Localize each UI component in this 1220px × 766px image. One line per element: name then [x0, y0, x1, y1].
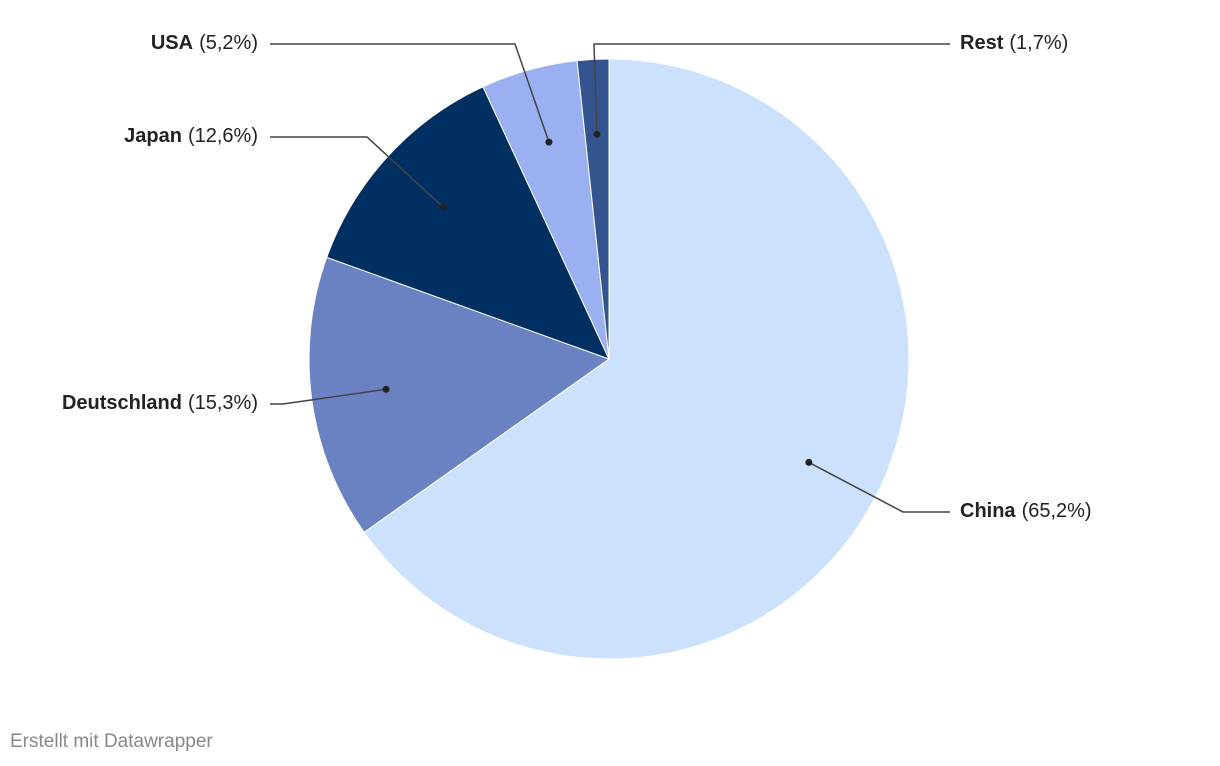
leader-line [593, 43, 950, 135]
leader-line [808, 461, 950, 513]
label-name: USA [151, 32, 193, 54]
slice-label: Rest (1,7%) [960, 32, 1068, 54]
label-name: Japan [124, 125, 182, 147]
leader-dot [545, 138, 553, 146]
leader-dot [382, 385, 390, 393]
label-value: (12,6%) [188, 125, 258, 147]
leader-line [270, 388, 387, 405]
leader-dot [439, 203, 447, 211]
slice [576, 58, 610, 360]
leader-dot [593, 130, 601, 138]
labels: China (65,2%) Deutschland (15,3%) Japan (12,6… [62, 32, 1092, 522]
label-value: (1,7%) [1009, 32, 1068, 54]
leader-line [270, 136, 444, 208]
slice-label: USA (5,2%) [151, 32, 258, 54]
label-name: Deutschland [62, 392, 182, 414]
slice-label: China (65,2%) [960, 500, 1092, 522]
label-value: (15,3%) [188, 392, 258, 414]
pie [308, 58, 910, 660]
leader-line [270, 43, 550, 143]
slice-label: Deutschland (15,3%) [62, 392, 258, 414]
label-name: Rest [960, 32, 1004, 54]
credit: Erstellt mit Datawrapper [10, 731, 213, 752]
label-value: (65,2%) [1022, 500, 1092, 522]
slice-label: Japan (12,6%) [124, 125, 258, 147]
leader-dot [805, 458, 813, 466]
label-name: China [960, 500, 1016, 522]
label-value: (5,2%) [199, 32, 258, 54]
